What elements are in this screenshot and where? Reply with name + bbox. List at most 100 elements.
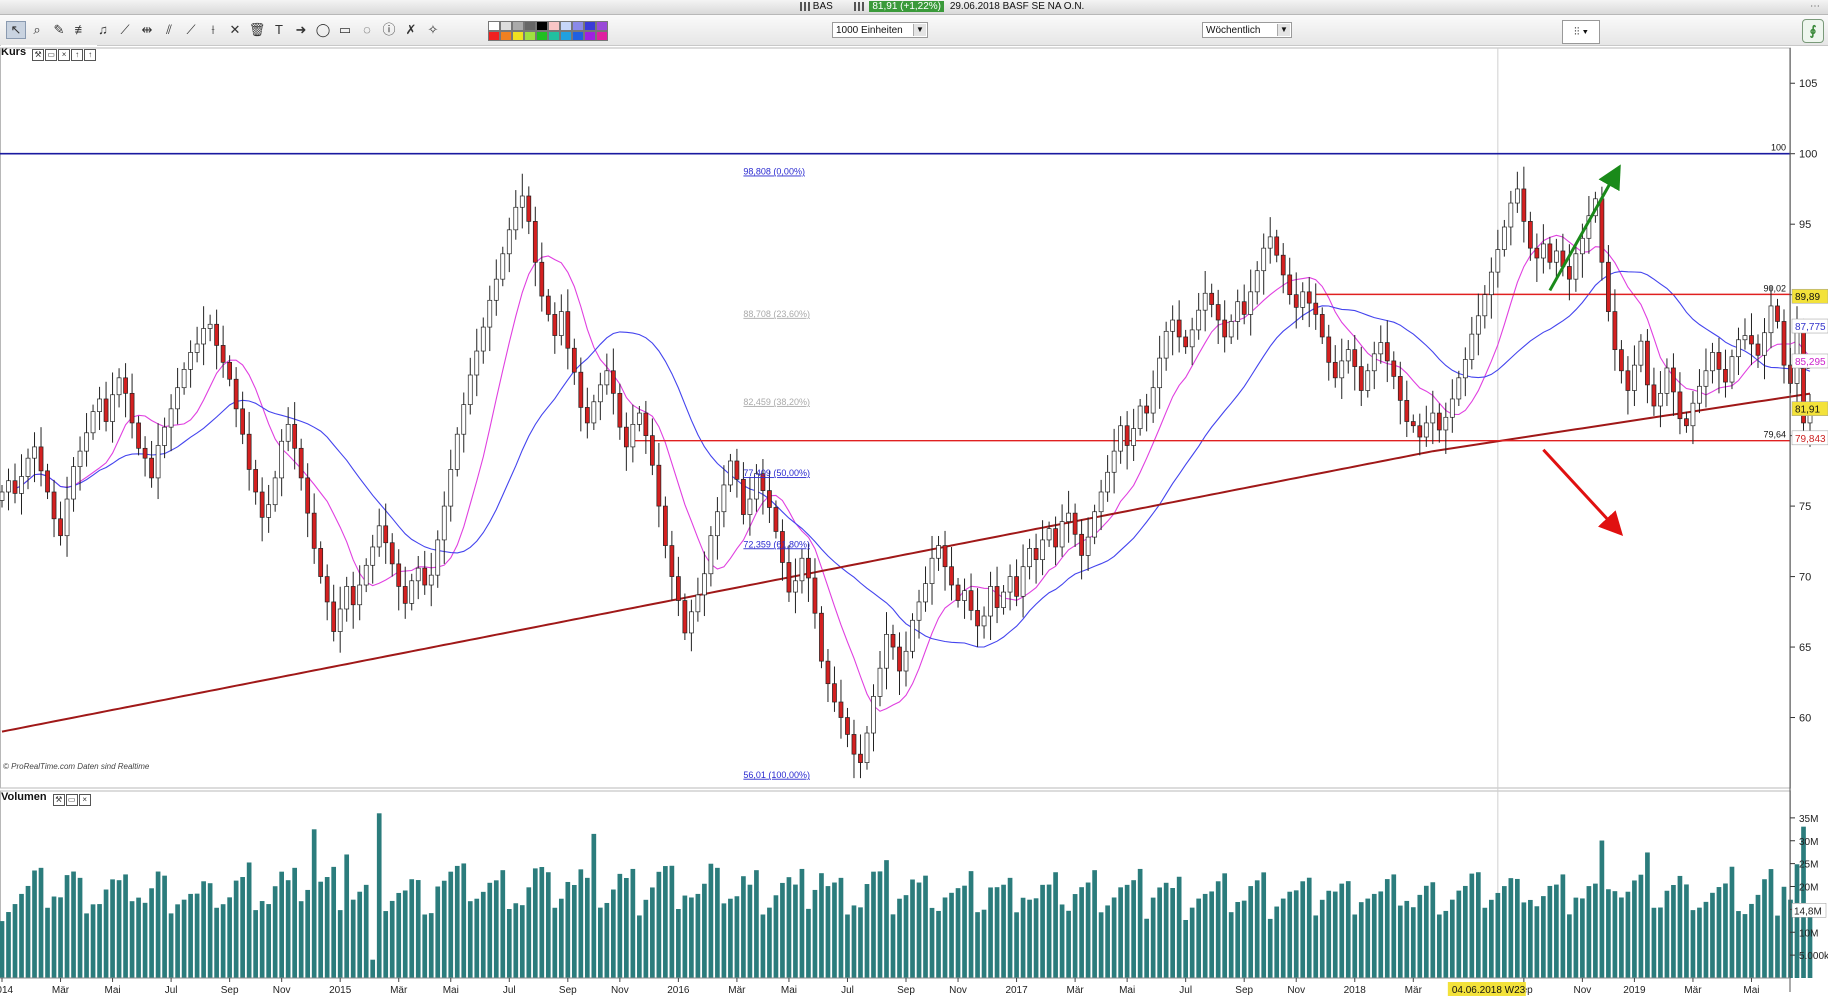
color-swatch[interactable] (548, 21, 560, 31)
quantity-select[interactable]: 1000 Einheiten ▼ (832, 22, 928, 38)
volume-bar (591, 833, 597, 978)
color-swatch[interactable] (500, 31, 512, 41)
color-swatch[interactable] (512, 31, 524, 41)
candle-body (1742, 335, 1748, 341)
volume-bar (1495, 892, 1501, 978)
volume-bar (812, 889, 818, 978)
color-swatch[interactable] (524, 31, 536, 41)
volume-bar (799, 868, 805, 978)
volume-bar (1703, 901, 1709, 978)
candle-body (975, 610, 980, 627)
candle-body (903, 650, 909, 672)
volume-bar (806, 908, 811, 978)
arrow-tool-icon[interactable]: ➜ (295, 22, 307, 37)
candle-body (311, 512, 317, 549)
rectangle-tool-icon[interactable]: ▭ (338, 22, 352, 37)
volume-bar (1131, 880, 1136, 978)
color-swatch[interactable] (524, 21, 536, 31)
ellipse-tool-icon[interactable]: ◌ (363, 22, 371, 37)
trash-icon[interactable]: 🗑 (248, 22, 266, 37)
candle-body (279, 440, 285, 479)
hline-tool-icon[interactable]: ⇹ (141, 22, 153, 37)
cross-tool-icon[interactable]: ✕ (229, 22, 241, 37)
candle-body (1228, 321, 1234, 338)
wrench-icon[interactable]: ⚒ (52, 794, 65, 806)
extend-line-tool-icon[interactable]: ⟊ (211, 22, 215, 37)
volume-bar (1391, 874, 1397, 978)
chart-type-switch[interactable]: ⫶⫶ ▾ (1562, 20, 1600, 44)
close-icon[interactable]: × (58, 49, 71, 61)
volume-bar (1339, 883, 1345, 978)
color-swatch[interactable] (536, 31, 548, 41)
volume-bar (1157, 887, 1162, 978)
lasso-tool-icon[interactable]: ◯ (315, 22, 331, 37)
color-swatch[interactable] (488, 21, 500, 31)
candle-body (695, 594, 701, 613)
color-swatch[interactable] (572, 31, 584, 41)
color-swatch[interactable] (536, 21, 548, 31)
volume-bar (565, 881, 571, 978)
pattern-tool-icon[interactable]: ✗ (405, 22, 417, 37)
trendline-tool-icon[interactable]: ⟋ (120, 22, 130, 37)
color-swatch[interactable] (560, 31, 572, 41)
color-swatch[interactable] (512, 21, 524, 31)
volume-bar (975, 912, 980, 978)
color-swatch[interactable] (560, 21, 572, 31)
volume-bar (611, 889, 616, 978)
color-swatch[interactable] (548, 31, 560, 41)
time-tick-label: Mär (52, 985, 70, 996)
parallel-tool-icon[interactable]: ⟋ (186, 22, 196, 37)
window-controls-icon[interactable]: ⋯ (1810, 1, 1820, 12)
arrow-up-icon[interactable]: ↑ (84, 49, 97, 61)
volume-bar (1469, 873, 1475, 978)
window-icon[interactable]: ▭ (65, 794, 78, 806)
color-swatch[interactable] (500, 21, 512, 31)
close-icon[interactable]: × (78, 794, 91, 806)
color-palette[interactable] (488, 21, 628, 41)
volume-bar (1534, 906, 1540, 978)
text-tool-icon[interactable]: T (275, 22, 283, 37)
alert-bell-icon[interactable]: ♫ (98, 22, 108, 37)
volume-bar (1248, 886, 1254, 978)
volume-bar (220, 904, 226, 978)
color-swatch[interactable] (596, 31, 608, 41)
volume-bar (1755, 894, 1761, 978)
candle-body (1755, 343, 1761, 356)
chart-bars-icon (800, 1, 810, 11)
volume-bar (402, 890, 408, 978)
info-tool-icon[interactable]: ⓘ (382, 22, 396, 37)
candle-body (350, 586, 356, 606)
volume-bar (1664, 890, 1670, 978)
platform-logo-icon[interactable]: ∮ (1802, 19, 1824, 43)
draw-tool-icon[interactable]: ✧ (427, 22, 439, 37)
fibonacci-tool-icon[interactable]: ≢ (74, 22, 88, 37)
color-swatch[interactable] (596, 21, 608, 31)
color-swatch[interactable] (488, 31, 500, 41)
color-swatch[interactable] (584, 21, 596, 31)
volume-bar (1599, 840, 1605, 978)
wrench-icon[interactable]: ⚒ (32, 49, 45, 61)
volume-bar (1508, 878, 1514, 978)
color-swatch[interactable] (572, 21, 584, 31)
interval-select[interactable]: Wöchentlich ▼ (1202, 22, 1292, 38)
arrow-up-icon[interactable]: ↑ (71, 49, 84, 61)
volume-bar (311, 829, 317, 978)
color-swatch[interactable] (584, 31, 596, 41)
candle-body (623, 426, 629, 448)
pointer-tool-icon[interactable]: ↖ (6, 21, 26, 39)
candle-body (129, 392, 135, 424)
volume-bar (38, 867, 44, 978)
candle-body (142, 447, 148, 459)
price-and-volume-chart[interactable]: 100 90,02 79,64 98,808 (0,00%) 88,708 (23,6… (0, 45, 1828, 1000)
volume-bar (376, 813, 382, 978)
window-icon[interactable]: ▭ (45, 49, 58, 61)
ruler-tool-icon[interactable]: ✎ (53, 22, 65, 37)
volume-bar (1658, 907, 1663, 978)
candle-body (584, 407, 590, 424)
volume-bar (903, 895, 909, 978)
candle-body (1046, 528, 1052, 541)
candle-body (1280, 254, 1286, 276)
volume-bar (780, 882, 785, 978)
zoom-tool-icon[interactable]: ⌕ (33, 22, 41, 37)
channel-tool-icon[interactable]: ⫽ (166, 22, 172, 37)
